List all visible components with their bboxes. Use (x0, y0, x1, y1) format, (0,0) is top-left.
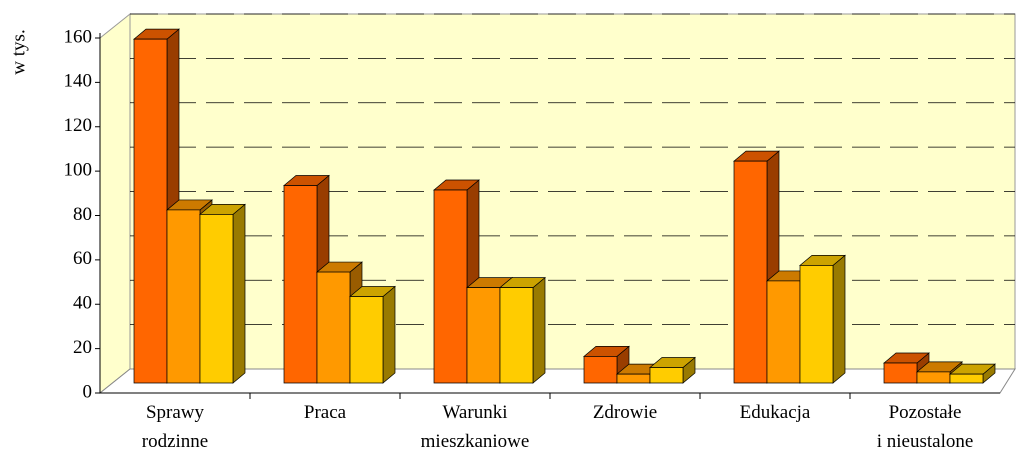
bar-front (133, 38, 168, 384)
side-wall (99, 12, 131, 395)
bar-front (199, 214, 234, 384)
bar-front (166, 209, 201, 384)
x-tick-label: Zdrowie (592, 402, 658, 423)
bar-front (949, 373, 984, 384)
bar-front (433, 189, 468, 384)
bar-front (499, 287, 534, 384)
y-tick-label: 20 (73, 337, 92, 358)
bar-side (382, 285, 396, 384)
x-tick-label: Pozostałe i nieustalone (876, 402, 974, 452)
y-tick-label: 80 (73, 204, 92, 225)
bar-front (283, 185, 318, 384)
bar-front (466, 287, 501, 384)
bar-front (766, 280, 801, 384)
y-tick-label: 160 (64, 26, 93, 47)
bar-front (733, 160, 768, 384)
bar-side (232, 203, 246, 384)
bar-front (799, 265, 834, 384)
bar (799, 254, 846, 384)
bar (649, 356, 696, 384)
bar-side (832, 254, 846, 384)
bar-front (916, 371, 951, 384)
bar (949, 363, 996, 384)
bar (499, 276, 546, 384)
y-tick-label: 140 (64, 71, 93, 92)
y-tick-label: 120 (64, 115, 93, 136)
x-tick-label: Edukacja (739, 402, 811, 423)
y-axis-label: w tys. (8, 29, 29, 74)
bar (199, 203, 246, 384)
x-tick-label: Praca (303, 402, 347, 423)
bar-front (349, 296, 384, 384)
y-tick-label: 100 (64, 159, 93, 180)
bar-front (883, 362, 918, 384)
bar-front (649, 367, 684, 384)
bar (349, 285, 396, 384)
y-tick-label: 0 (83, 381, 93, 402)
bar-side (532, 276, 546, 384)
y-tick-label: 40 (73, 293, 92, 314)
bar-front (316, 271, 351, 384)
y-tick-label: 60 (73, 248, 92, 269)
x-tick-label: Warunki mieszkaniowe (420, 402, 530, 452)
x-tick-label: Sprawy rodzinne (141, 402, 209, 452)
bar-front (583, 356, 618, 384)
bar-front (616, 373, 651, 384)
